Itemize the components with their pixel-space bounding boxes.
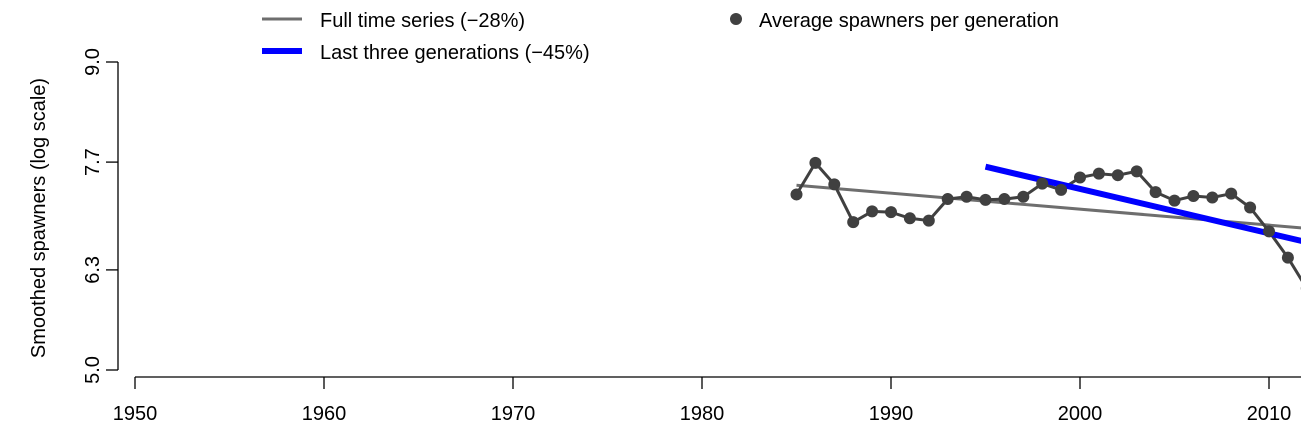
average-spawners-point bbox=[1130, 165, 1143, 178]
average-spawners-point bbox=[885, 206, 897, 219]
x-tick-label: 2000 bbox=[1058, 403, 1103, 425]
average-spawners-point bbox=[1149, 186, 1162, 199]
average-spawners-point bbox=[790, 188, 803, 201]
axes: 5.0 6.3 7.7 9.0 1950 1960 1970 1980 1990 2000 2010 bbox=[82, 48, 1301, 425]
average-spawners-point bbox=[941, 193, 954, 206]
legend-average-label: Average spawners per generation bbox=[759, 10, 1059, 32]
average-spawners-point bbox=[1225, 187, 1238, 200]
average-spawners-point bbox=[809, 156, 822, 169]
average-spawners-line bbox=[795, 160, 1301, 282]
x-tick-label: 1950 bbox=[113, 403, 158, 425]
plot-area bbox=[790, 156, 1301, 290]
average-spawners-point bbox=[1017, 190, 1030, 203]
average-spawners-point bbox=[1281, 251, 1294, 264]
average-spawners-point bbox=[828, 178, 841, 191]
average-spawners-point bbox=[903, 212, 916, 225]
legend-average-point bbox=[730, 13, 742, 25]
average-spawners-point bbox=[1036, 177, 1049, 190]
average-spawners-point bbox=[1187, 189, 1200, 202]
average-spawners-point bbox=[1244, 201, 1257, 214]
average-spawners-point bbox=[847, 216, 860, 229]
average-spawners-point bbox=[922, 214, 935, 227]
x-tick-label: 2010 bbox=[1247, 403, 1292, 425]
average-spawners-point bbox=[979, 193, 992, 206]
legend-full-series-label: Full time series (−28%) bbox=[320, 10, 525, 32]
x-tick-label: 1990 bbox=[869, 403, 914, 425]
legend: Full time series (−28%) Last three gener… bbox=[262, 10, 1059, 64]
y-tick-label: 6.3 bbox=[82, 256, 104, 284]
average-spawners-point bbox=[998, 193, 1011, 206]
x-tick-label: 1960 bbox=[302, 403, 347, 425]
average-spawners-point bbox=[960, 190, 973, 203]
y-tick-label: 9.0 bbox=[82, 48, 104, 76]
x-tick-label: 1970 bbox=[491, 403, 536, 425]
average-spawners-point bbox=[1092, 167, 1105, 180]
y-axis-label: Smoothed spawners (log scale) bbox=[28, 78, 50, 358]
average-spawners-point bbox=[1206, 191, 1219, 204]
legend-last-three-label: Last three generations (−45%) bbox=[320, 42, 590, 64]
y-tick-label: 7.7 bbox=[82, 148, 104, 176]
average-spawners-point bbox=[1168, 194, 1181, 207]
x-tick-label: 1980 bbox=[680, 403, 725, 425]
average-spawners-point bbox=[866, 205, 879, 218]
average-spawners-point bbox=[1074, 171, 1086, 184]
average-spawners-point bbox=[1111, 169, 1124, 182]
y-tick-label: 5.0 bbox=[82, 356, 104, 384]
average-spawners-point bbox=[1263, 225, 1275, 238]
average-spawners-point bbox=[1055, 183, 1068, 196]
